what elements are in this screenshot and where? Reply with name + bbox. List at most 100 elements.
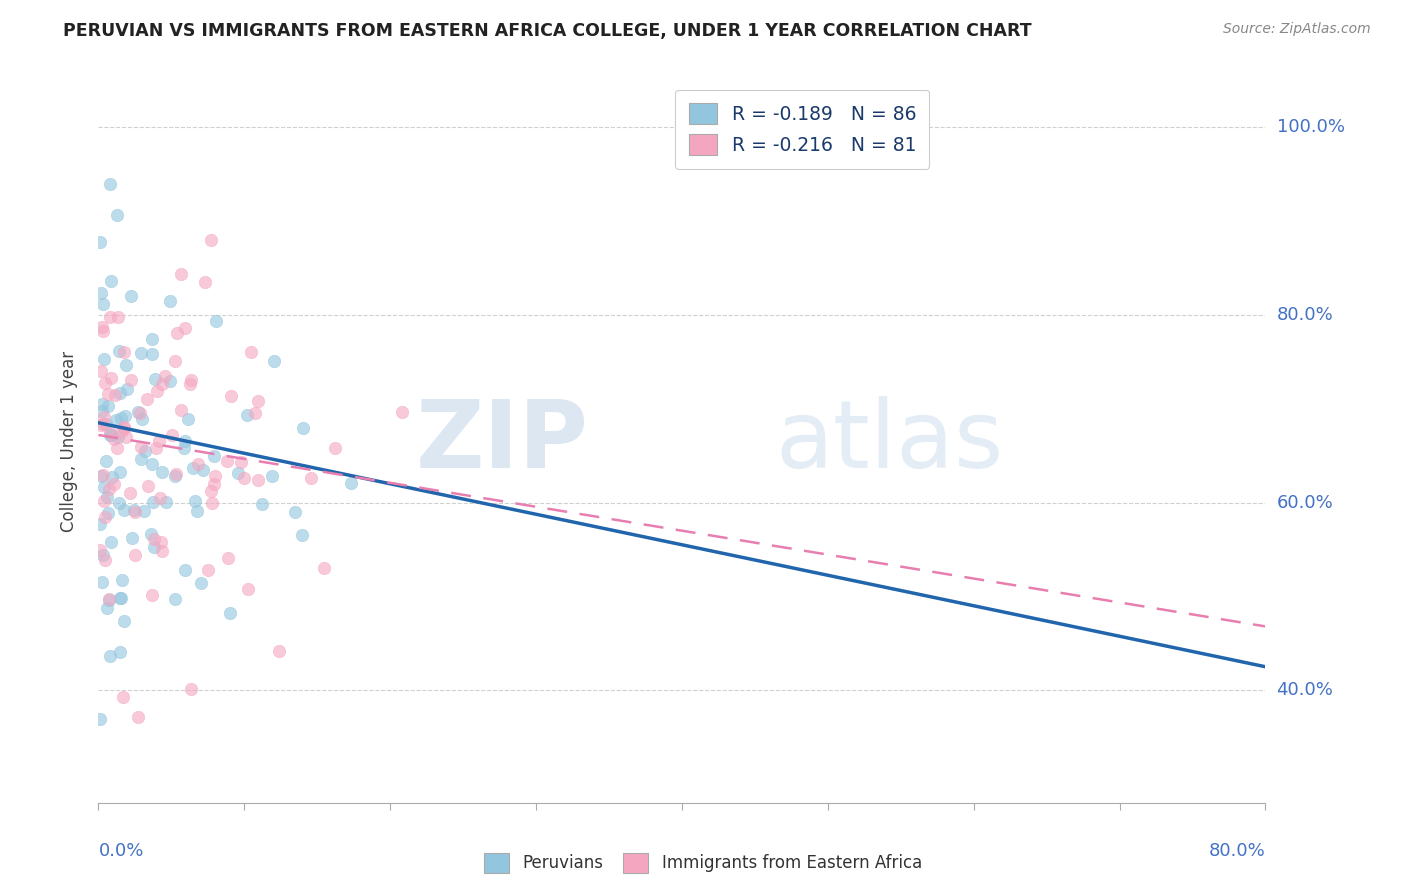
- Point: [93, 410, 115, 425]
- Point: [180, 682, 202, 697]
- Point: [217, 454, 239, 468]
- Point: [204, 449, 226, 463]
- Point: [323, 441, 346, 455]
- Point: [173, 321, 195, 335]
- Point: [179, 376, 201, 391]
- Point: [299, 471, 322, 485]
- Point: [145, 372, 167, 386]
- Point: [115, 382, 138, 396]
- Point: [340, 475, 363, 490]
- Point: [100, 274, 122, 288]
- Point: [91, 404, 114, 418]
- Point: [91, 417, 114, 432]
- Point: [103, 433, 125, 447]
- Point: [120, 373, 142, 387]
- Point: [165, 467, 187, 481]
- Point: [124, 505, 146, 519]
- Point: [89, 235, 111, 249]
- Point: [146, 384, 169, 399]
- Point: [165, 469, 187, 483]
- Point: [163, 591, 186, 606]
- Point: [94, 417, 117, 431]
- Point: [127, 405, 149, 419]
- Point: [180, 373, 202, 387]
- Point: [191, 462, 214, 476]
- Point: [108, 386, 131, 401]
- Point: [141, 347, 163, 361]
- Text: 80.0%: 80.0%: [1209, 842, 1265, 860]
- Point: [135, 392, 157, 406]
- Point: [260, 469, 283, 483]
- Point: [194, 275, 217, 289]
- Point: [120, 486, 142, 500]
- Point: [91, 319, 114, 334]
- Point: [122, 503, 145, 517]
- Point: [124, 548, 146, 562]
- Point: [201, 495, 224, 509]
- Point: [112, 614, 135, 628]
- Point: [200, 234, 222, 248]
- Point: [159, 294, 181, 309]
- Point: [90, 418, 112, 433]
- Point: [90, 286, 112, 301]
- Point: [159, 374, 181, 388]
- Point: [142, 540, 165, 554]
- Point: [96, 490, 118, 504]
- Point: [93, 493, 115, 508]
- Point: [94, 376, 117, 391]
- Point: [284, 505, 307, 519]
- Point: [233, 471, 256, 485]
- Point: [93, 510, 115, 524]
- Point: [149, 534, 172, 549]
- Point: [170, 267, 193, 281]
- Point: [100, 371, 122, 385]
- Point: [162, 428, 184, 442]
- Point: [131, 411, 153, 425]
- Point: [93, 351, 115, 366]
- Text: atlas: atlas: [775, 395, 1004, 488]
- Point: [89, 542, 111, 557]
- Point: [110, 591, 132, 605]
- Point: [97, 399, 120, 413]
- Text: Source: ZipAtlas.com: Source: ZipAtlas.com: [1223, 22, 1371, 37]
- Point: [186, 504, 208, 518]
- Point: [218, 606, 240, 620]
- Point: [173, 441, 195, 455]
- Point: [107, 496, 129, 510]
- Point: [184, 493, 207, 508]
- Legend: R = -0.189   N = 86, R = -0.216   N = 81: R = -0.189 N = 86, R = -0.216 N = 81: [675, 90, 929, 169]
- Point: [145, 442, 167, 456]
- Point: [240, 344, 263, 359]
- Text: 100.0%: 100.0%: [1277, 119, 1344, 136]
- Point: [155, 494, 177, 508]
- Point: [197, 563, 219, 577]
- Point: [142, 532, 165, 546]
- Point: [246, 394, 269, 409]
- Point: [129, 406, 152, 420]
- Point: [132, 504, 155, 518]
- Point: [100, 428, 122, 442]
- Point: [114, 430, 136, 444]
- Point: [104, 413, 127, 427]
- Point: [150, 465, 173, 479]
- Point: [165, 354, 187, 368]
- Point: [111, 690, 134, 704]
- Point: [101, 470, 124, 484]
- Point: [111, 424, 134, 438]
- Point: [112, 345, 135, 359]
- Text: PERUVIAN VS IMMIGRANTS FROM EASTERN AFRICA COLLEGE, UNDER 1 YEAR CORRELATION CHA: PERUVIAN VS IMMIGRANTS FROM EASTERN AFRI…: [63, 22, 1032, 40]
- Point: [219, 389, 242, 403]
- Point: [93, 480, 115, 494]
- Point: [250, 497, 273, 511]
- Text: ZIP: ZIP: [416, 395, 589, 488]
- Point: [217, 550, 239, 565]
- Point: [127, 710, 149, 724]
- Point: [97, 483, 120, 497]
- Point: [391, 405, 413, 419]
- Point: [103, 477, 125, 491]
- Point: [112, 421, 135, 435]
- Point: [263, 354, 285, 368]
- Point: [112, 420, 135, 434]
- Point: [200, 483, 222, 498]
- Point: [131, 440, 153, 454]
